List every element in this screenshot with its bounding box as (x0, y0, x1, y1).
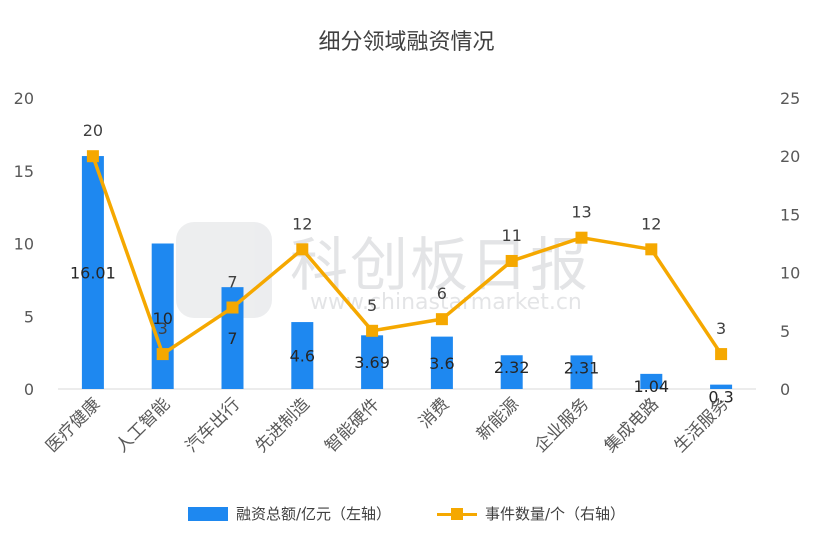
line-data-label: 20 (83, 121, 103, 140)
legend-bar-swatch (187, 506, 228, 521)
y-left-tick-label: 0 (24, 380, 34, 399)
bar (361, 335, 384, 389)
line-point (715, 348, 728, 361)
line-point (505, 254, 518, 267)
line-data-label: 6 (437, 284, 447, 303)
y-left-tick-label: 10 (14, 235, 34, 254)
x-tick-label: 人工智能 (112, 394, 174, 456)
legend-item-bar: 融资总额/亿元（左轴） (187, 503, 391, 524)
x-tick-label: 生活服务 (670, 394, 732, 456)
line-data-label: 3 (158, 319, 168, 338)
x-tick-label: 新能源 (473, 394, 523, 444)
y-right-tick-label: 10 (780, 264, 800, 283)
bar-data-label: 0.3 (708, 388, 733, 407)
bar-data-label: 7 (227, 329, 237, 348)
bar (500, 355, 523, 389)
line-data-label: 13 (571, 203, 591, 222)
line-data-label: 3 (716, 319, 726, 338)
legend-item-line: 事件数量/个（右轴） (437, 503, 625, 524)
y-left-tick-label: 15 (14, 162, 34, 181)
bar (570, 355, 593, 389)
line-point (366, 324, 379, 337)
line-point (156, 348, 169, 361)
bar (430, 336, 453, 389)
x-tick-label: 智能硬件 (321, 394, 383, 456)
line-point (645, 243, 658, 256)
y-right-tick-label: 15 (780, 205, 800, 224)
line-point (86, 150, 99, 163)
x-tick-label: 消费 (415, 394, 453, 432)
line-point (296, 243, 309, 256)
line-point (435, 313, 448, 326)
bar-data-label: 4.6 (290, 347, 315, 366)
bar-data-label: 3.69 (354, 353, 390, 372)
watermark: 科创板日报 www.chinastarmarket.cn (176, 218, 596, 328)
bar (710, 384, 733, 389)
bar (291, 322, 314, 389)
line-point (226, 301, 239, 314)
legend-label-bar: 融资总额/亿元（左轴） (235, 505, 391, 523)
line-data-label: 12 (641, 214, 661, 233)
line-data-label: 12 (292, 214, 312, 233)
x-tick-label: 集成电路 (601, 394, 663, 456)
bar-data-label: 2.32 (494, 358, 530, 377)
series-line (91, 155, 723, 356)
x-tick-label: 先进制造 (252, 394, 314, 456)
y-right-tick-label: 0 (780, 380, 790, 399)
bar-data-label: 1.04 (633, 377, 669, 396)
line-data-label: 5 (367, 296, 377, 315)
line-point (575, 231, 588, 244)
chart-legend: 融资总额/亿元（左轴） 事件数量/个（右轴） (0, 503, 813, 524)
legend-line-swatch (437, 507, 477, 521)
y-right-tick-label: 20 (780, 147, 800, 166)
line-data-label: 11 (502, 226, 522, 245)
bar-data-label: 16.01 (70, 264, 116, 283)
bar-data-label: 3.6 (429, 354, 454, 373)
bar (81, 156, 104, 389)
bar-data-label: 2.31 (564, 358, 600, 377)
y-right-tick-label: 5 (780, 322, 790, 341)
y-left-tick-label: 5 (24, 307, 34, 326)
legend-label-line: 事件数量/个（右轴） (485, 505, 626, 523)
bar-data-label: 10 (153, 309, 173, 328)
x-tick-label: 汽车出行 (182, 394, 244, 456)
x-tick-label: 企业服务 (531, 394, 593, 456)
watermark-text: 科创板日报 (290, 231, 591, 299)
y-right-tick-label: 25 (780, 89, 800, 108)
chart-title: 细分领域融资情况 (318, 30, 495, 55)
x-tick-label: 医疗健康 (42, 394, 104, 456)
bar (640, 373, 663, 389)
y-left-tick-label: 20 (14, 89, 34, 108)
line-data-label: 7 (227, 273, 237, 292)
